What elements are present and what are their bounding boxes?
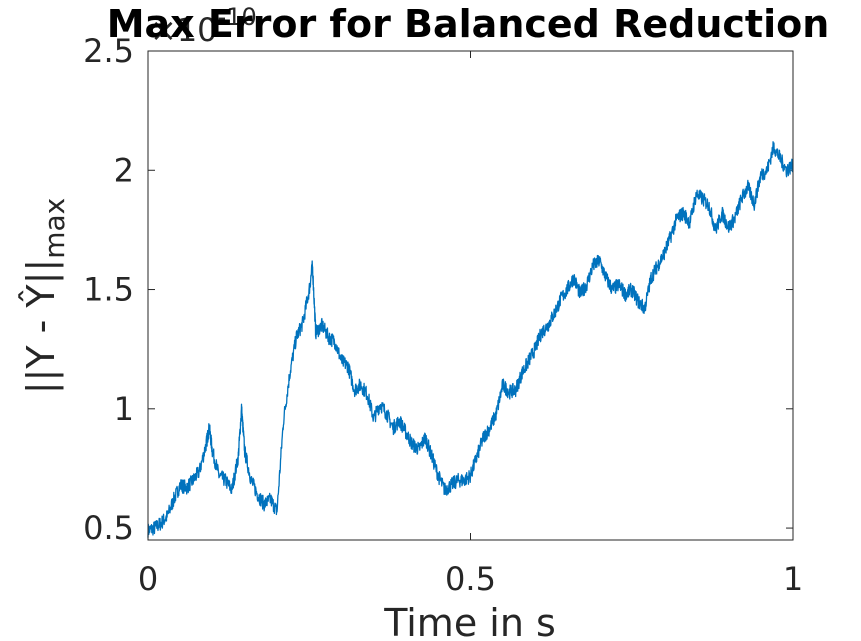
exponent-label: ×10-10	[150, 3, 257, 49]
chart-title: Max Error for Balanced Reduction	[107, 2, 830, 46]
y-tick-label: 2	[114, 151, 134, 189]
tick-labels: 0 0.5 10.511.522.5	[83, 32, 803, 598]
x-tick-label: 0	[138, 560, 158, 598]
series-line	[147, 141, 794, 538]
x-tick-label: 0.5	[445, 560, 496, 598]
y-tick-label: 1	[114, 390, 134, 428]
x-tick-label: 1	[783, 560, 803, 598]
x-axis-label: Time in s	[383, 601, 556, 641]
y-axis-label: ||Y - Ŷ||max	[19, 198, 71, 395]
plot-area	[148, 51, 793, 540]
y-tick-label: 1.5	[83, 271, 134, 309]
plot-frame	[147, 50, 794, 541]
y-tick-label: 2.5	[83, 32, 134, 70]
y-tick-label: 0.5	[83, 509, 134, 547]
